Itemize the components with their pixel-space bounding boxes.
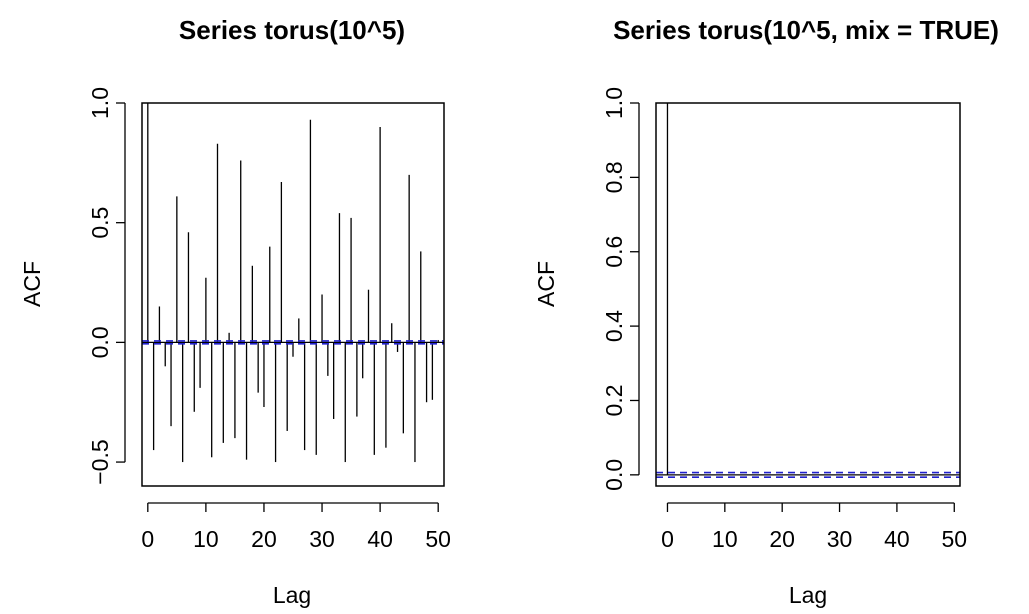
x-tick-label-right: 10 <box>712 526 738 552</box>
chart-title-left: Series torus(10^5) <box>179 15 405 45</box>
acf-chart-right: Series torus(10^5, mix = TRUE) Lag ACF 0… <box>514 0 1028 614</box>
chart-title-right: Series torus(10^5, mix = TRUE) <box>613 15 999 45</box>
x-tick-label-left: 0 <box>141 526 154 552</box>
plot-frame-right <box>655 102 961 487</box>
x-tick-label-left: 30 <box>309 526 335 552</box>
x-tick-label-right: 50 <box>941 526 967 552</box>
y-tick-label-right: 0.6 <box>601 236 627 268</box>
x-axis-label-right: Lag <box>789 582 827 608</box>
y-tick-label-right: 0.2 <box>601 384 627 416</box>
y-tick-label-right: 0.0 <box>601 459 627 491</box>
y-tick-label-left: 1.0 <box>87 87 113 119</box>
x-tick-label-right: 40 <box>884 526 910 552</box>
y-axis-label-left: ACF <box>19 261 45 307</box>
x-tick-label-right: 0 <box>661 526 674 552</box>
y-tick-label-left: 0.5 <box>87 207 113 239</box>
x-tick-label-left: 40 <box>367 526 393 552</box>
x-tick-label-left: 50 <box>425 526 451 552</box>
x-tick-label-right: 20 <box>769 526 795 552</box>
y-tick-label-right: 1.0 <box>601 87 627 119</box>
y-tick-label-left: −0.5 <box>87 439 113 484</box>
x-tick-label-left: 20 <box>251 526 277 552</box>
acf-plot-right: Series torus(10^5, mix = TRUE) Lag ACF 0… <box>533 15 999 608</box>
x-tick-label-right: 30 <box>827 526 853 552</box>
y-tick-label-left: 0.0 <box>87 326 113 358</box>
x-axis-label-left: Lag <box>273 582 311 608</box>
acf-plot-left: Series torus(10^5) Lag ACF 0 10 20 30 40 50 −0… <box>19 15 451 608</box>
plot-frame-left <box>141 102 445 487</box>
y-axis-label-right: ACF <box>533 261 559 307</box>
y-tick-label-right: 0.8 <box>601 161 627 193</box>
y-tick-label-right: 0.4 <box>601 310 627 342</box>
x-tick-label-left: 10 <box>193 526 219 552</box>
acf-chart-left: Series torus(10^5) Lag ACF 0 10 20 30 40 50 −0… <box>0 0 514 614</box>
